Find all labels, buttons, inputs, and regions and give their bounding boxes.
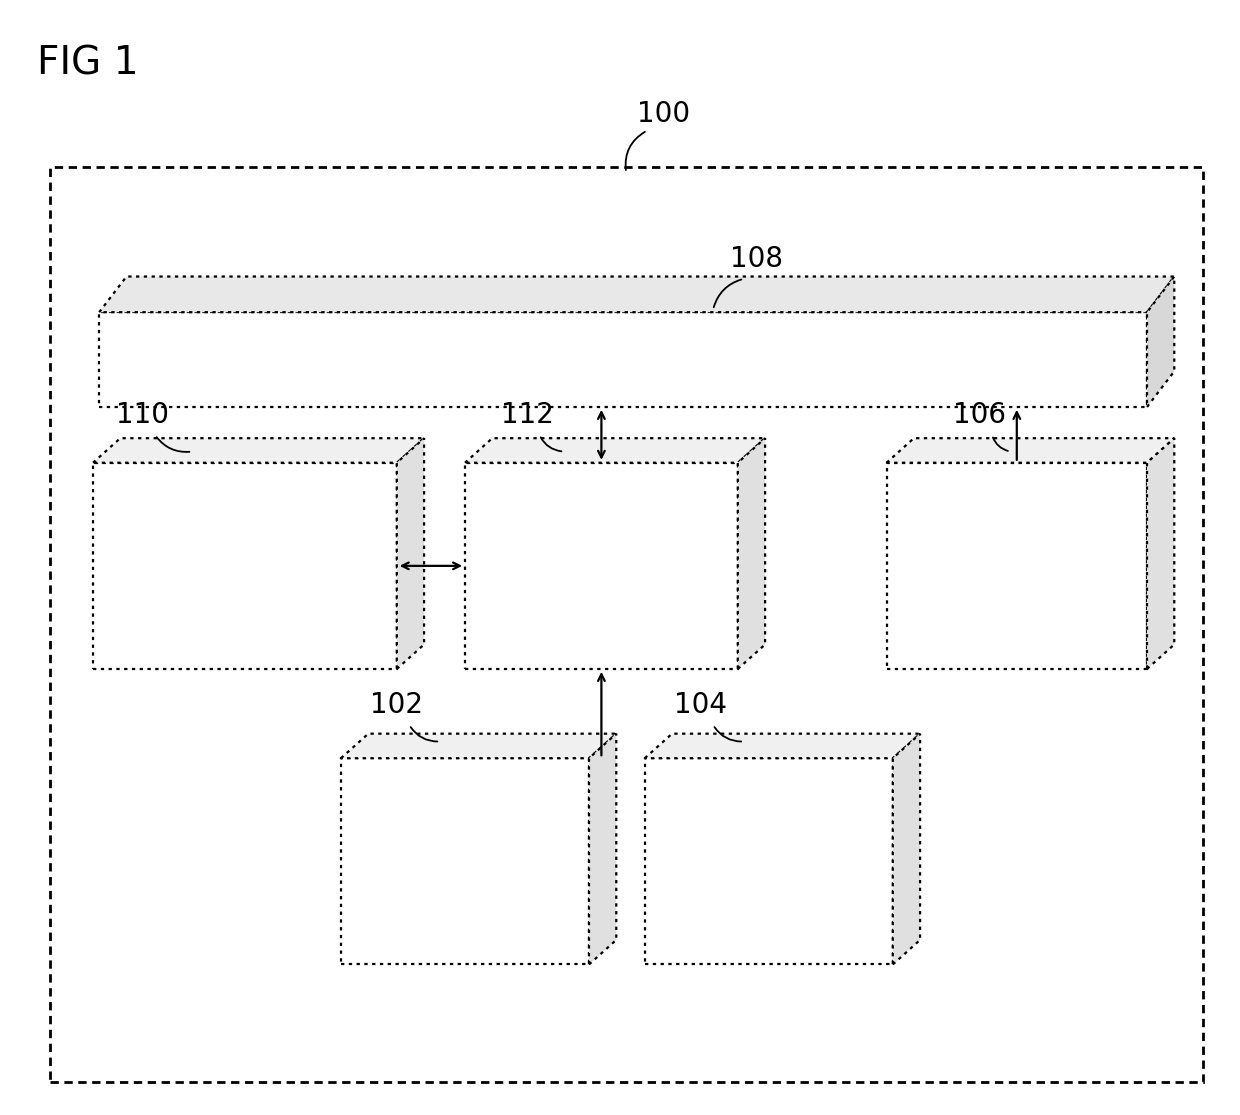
Polygon shape [465,438,765,463]
Text: FIG 1: FIG 1 [37,45,139,83]
Text: 112: 112 [501,401,553,429]
Polygon shape [1147,438,1174,669]
Polygon shape [341,758,589,964]
Polygon shape [99,277,1174,312]
Polygon shape [738,438,765,669]
Polygon shape [887,438,1174,463]
Polygon shape [645,734,920,758]
Polygon shape [93,463,397,669]
Polygon shape [893,734,920,964]
Polygon shape [397,438,424,669]
Polygon shape [465,463,738,669]
Text: 100: 100 [637,100,689,128]
Polygon shape [99,312,1147,407]
Polygon shape [341,734,616,758]
Text: 106: 106 [954,401,1006,429]
Text: 102: 102 [371,691,423,719]
Polygon shape [887,463,1147,669]
Text: 110: 110 [117,401,169,429]
Polygon shape [1147,277,1174,407]
Text: 104: 104 [675,691,727,719]
Text: 108: 108 [730,245,782,273]
Bar [50,167,1203,1082]
Polygon shape [589,734,616,964]
Polygon shape [93,438,424,463]
Polygon shape [645,758,893,964]
